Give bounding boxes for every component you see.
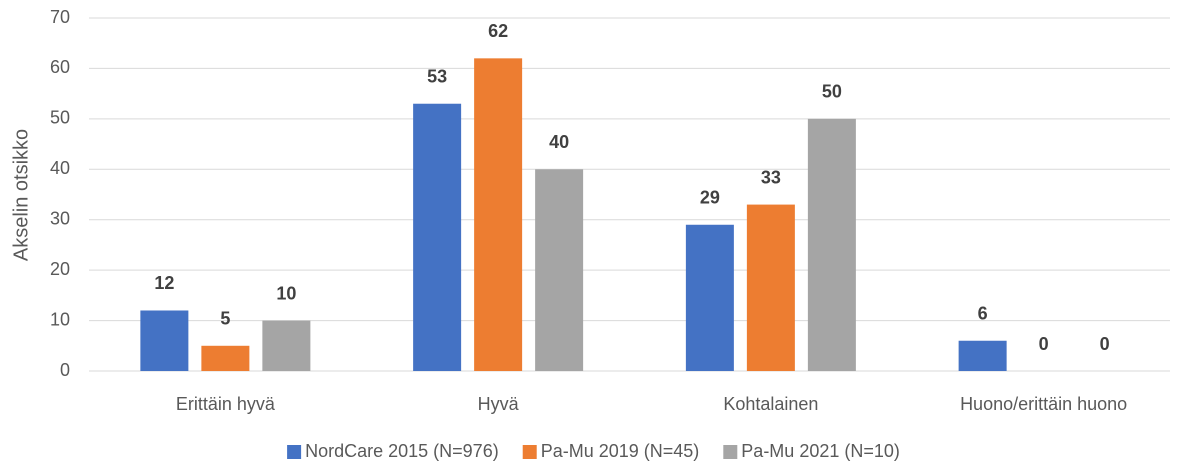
y-tick-label: 70: [50, 7, 70, 27]
x-tick-label: Kohtalainen: [723, 394, 818, 414]
value-label: 50: [822, 82, 842, 102]
y-tick-label: 0: [60, 360, 70, 380]
bar: [746, 204, 795, 371]
legend-label: NordCare 2015 (N=976): [305, 441, 499, 461]
bar: [958, 340, 1007, 371]
y-tick-label: 40: [50, 158, 70, 178]
legend-swatch: [723, 445, 738, 459]
x-tick-label: Huono/erittäin huono: [960, 394, 1127, 414]
bar: [474, 58, 523, 371]
bar: [262, 320, 311, 371]
value-label: 5: [220, 309, 230, 329]
value-label: 10: [276, 283, 296, 303]
value-label: 33: [761, 167, 781, 187]
value-label: 29: [700, 188, 720, 208]
x-tick-label: Hyvä: [478, 394, 520, 414]
value-label: 53: [427, 66, 447, 86]
bar: [535, 169, 584, 371]
value-label: 6: [978, 303, 988, 323]
x-tick-label: Erittäin hyvä: [176, 394, 276, 414]
value-label: 0: [1100, 334, 1110, 354]
y-axis-title: Akselin otsikko: [10, 129, 32, 261]
y-tick-label: 30: [50, 208, 70, 228]
value-label: 62: [488, 21, 508, 41]
bar: [413, 103, 462, 371]
legend-label: Pa-Mu 2021 (N=10): [741, 441, 900, 461]
legend-swatch: [287, 445, 302, 459]
y-tick-label: 50: [50, 108, 70, 128]
value-label: 0: [1039, 334, 1049, 354]
bar: [685, 224, 734, 371]
value-label: 12: [154, 273, 174, 293]
value-label: 40: [549, 132, 569, 152]
bar: [201, 345, 250, 371]
y-tick-label: 20: [50, 259, 70, 279]
legend-swatch: [522, 445, 537, 459]
bar: [807, 118, 856, 371]
bar: [140, 310, 189, 371]
y-tick-label: 60: [50, 57, 70, 77]
y-tick-label: 10: [50, 309, 70, 329]
legend-label: Pa-Mu 2019 (N=45): [541, 441, 700, 461]
